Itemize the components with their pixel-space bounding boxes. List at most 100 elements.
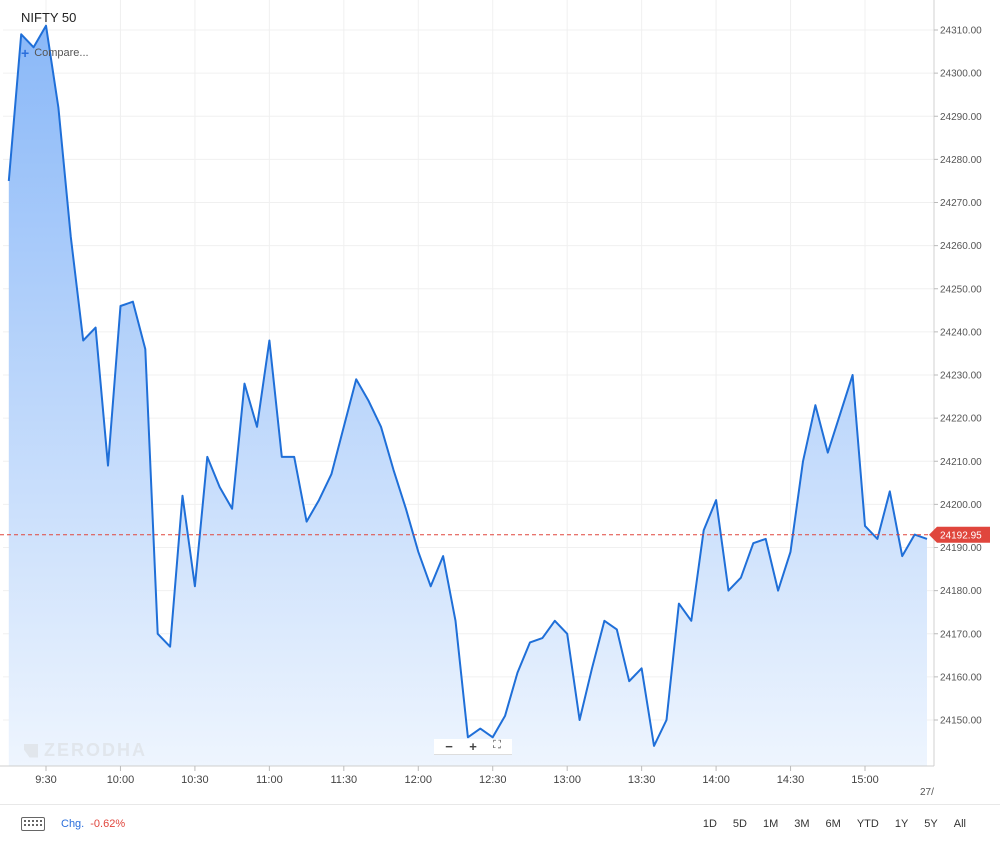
data-point: [306, 521, 308, 523]
y-tick-label: 24200.00: [940, 500, 982, 511]
y-tick-label: 24230.00: [940, 371, 982, 382]
data-point: [57, 107, 59, 109]
data-point: [219, 486, 221, 488]
data-point: [45, 25, 47, 27]
x-tick-label: 12:00: [405, 774, 433, 786]
data-point: [752, 542, 754, 544]
data-point: [616, 628, 618, 630]
zerodha-watermark: ZERODHA: [24, 740, 147, 761]
range-5d[interactable]: 5D: [732, 817, 747, 830]
compare-label: Compare...: [34, 47, 89, 59]
y-tick-label: 24280.00: [940, 155, 982, 166]
x-tick-label: 14:00: [702, 774, 730, 786]
data-point: [343, 426, 345, 428]
range-1m[interactable]: 1M: [762, 817, 779, 830]
x-tick-label: 10:00: [107, 774, 135, 786]
y-tick-label: 24180.00: [940, 586, 982, 597]
x-tick-label: 11:00: [256, 774, 283, 786]
y-tick-label: 24290.00: [940, 112, 982, 123]
data-point: [380, 426, 382, 428]
data-point: [8, 180, 10, 182]
x-axis-date-cut: 27/: [920, 787, 934, 798]
x-tick-label: 11:30: [330, 774, 357, 786]
data-point: [641, 667, 643, 669]
fullscreen-button[interactable]: ⛶: [493, 739, 501, 751]
zoom-in-button[interactable]: +: [469, 739, 477, 754]
data-point: [479, 728, 481, 730]
data-point: [926, 538, 928, 540]
keyboard-icon[interactable]: [21, 816, 45, 831]
data-point: [852, 374, 854, 376]
data-point: [82, 340, 84, 342]
data-point: [579, 719, 581, 721]
y-tick-label: 24150.00: [940, 716, 982, 727]
data-point: [430, 585, 432, 587]
data-point: [864, 525, 866, 527]
zoom-out-button[interactable]: −: [445, 739, 453, 754]
data-point: [666, 719, 668, 721]
range-1y[interactable]: 1Y: [894, 817, 909, 830]
data-point: [244, 383, 246, 385]
y-tick-label: 24300.00: [940, 69, 982, 80]
data-point: [889, 490, 891, 492]
data-point: [901, 555, 903, 557]
range-ytd[interactable]: YTD: [856, 817, 879, 830]
x-tick-label: 13:00: [553, 774, 581, 786]
data-point: [827, 452, 829, 454]
data-point: [293, 456, 295, 458]
data-point: [120, 305, 122, 307]
data-point: [132, 301, 134, 303]
data-point: [541, 637, 543, 639]
data-point: [777, 590, 779, 592]
y-tick-label: 24310.00: [940, 26, 982, 37]
plus-icon: +: [21, 45, 30, 61]
data-point: [839, 413, 841, 415]
chg-value: -0.62%: [90, 817, 126, 830]
data-point: [802, 460, 804, 462]
y-tick-label: 24220.00: [940, 414, 982, 425]
data-point: [566, 633, 568, 635]
y-tick-label: 24250.00: [940, 284, 982, 295]
chg-label[interactable]: Chg.: [61, 817, 85, 830]
data-point: [492, 736, 494, 738]
data-point: [504, 715, 506, 717]
data-point: [790, 551, 792, 553]
data-point: [107, 465, 109, 467]
data-point: [182, 495, 184, 497]
data-point: [703, 529, 705, 531]
range-5y[interactable]: 5Y: [924, 817, 938, 830]
data-point: [517, 672, 519, 674]
x-tick-label: 9:30: [35, 774, 56, 786]
range-3m[interactable]: 3M: [794, 817, 810, 830]
x-tick-label: 15:00: [851, 774, 879, 786]
price-line: [7, 24, 928, 747]
data-point: [417, 551, 419, 553]
zerodha-logo-icon: [24, 743, 38, 758]
data-point: [690, 620, 692, 622]
data-point: [355, 378, 357, 380]
compare-button[interactable]: + Compare...: [21, 45, 89, 61]
data-point: [678, 603, 680, 605]
y-tick-label: 24160.00: [940, 672, 982, 683]
watermark-text: ZERODHA: [44, 740, 147, 760]
x-tick-label: 12:30: [479, 774, 507, 786]
data-point: [628, 680, 630, 682]
price-chart[interactable]: 24150.00 24160.00 24170.00 24180.00 24190.00…: [0, 0, 1000, 804]
data-point: [715, 499, 717, 501]
range-selector: 1D 5D 1M 3M 6M YTD 1Y 5Y All: [695, 818, 974, 830]
last-price-tag: 24192.95: [929, 526, 990, 543]
range-1d[interactable]: 1D: [702, 817, 717, 830]
y-tick-label: 24190.00: [940, 543, 982, 554]
data-point: [169, 646, 171, 648]
chart-footer: Chg. -0.62% 1D 5D 1M 3M 6M YTD 1Y 5Y All: [0, 804, 1000, 842]
range-all[interactable]: All: [953, 817, 966, 830]
zoom-controls: − + ⛶: [434, 739, 512, 755]
data-point: [455, 620, 457, 622]
data-point: [157, 633, 159, 635]
data-point: [814, 404, 816, 406]
data-point: [467, 736, 469, 738]
range-6m[interactable]: 6M: [825, 817, 841, 830]
data-point: [231, 508, 233, 510]
data-point: [765, 538, 767, 540]
data-point: [603, 620, 605, 622]
